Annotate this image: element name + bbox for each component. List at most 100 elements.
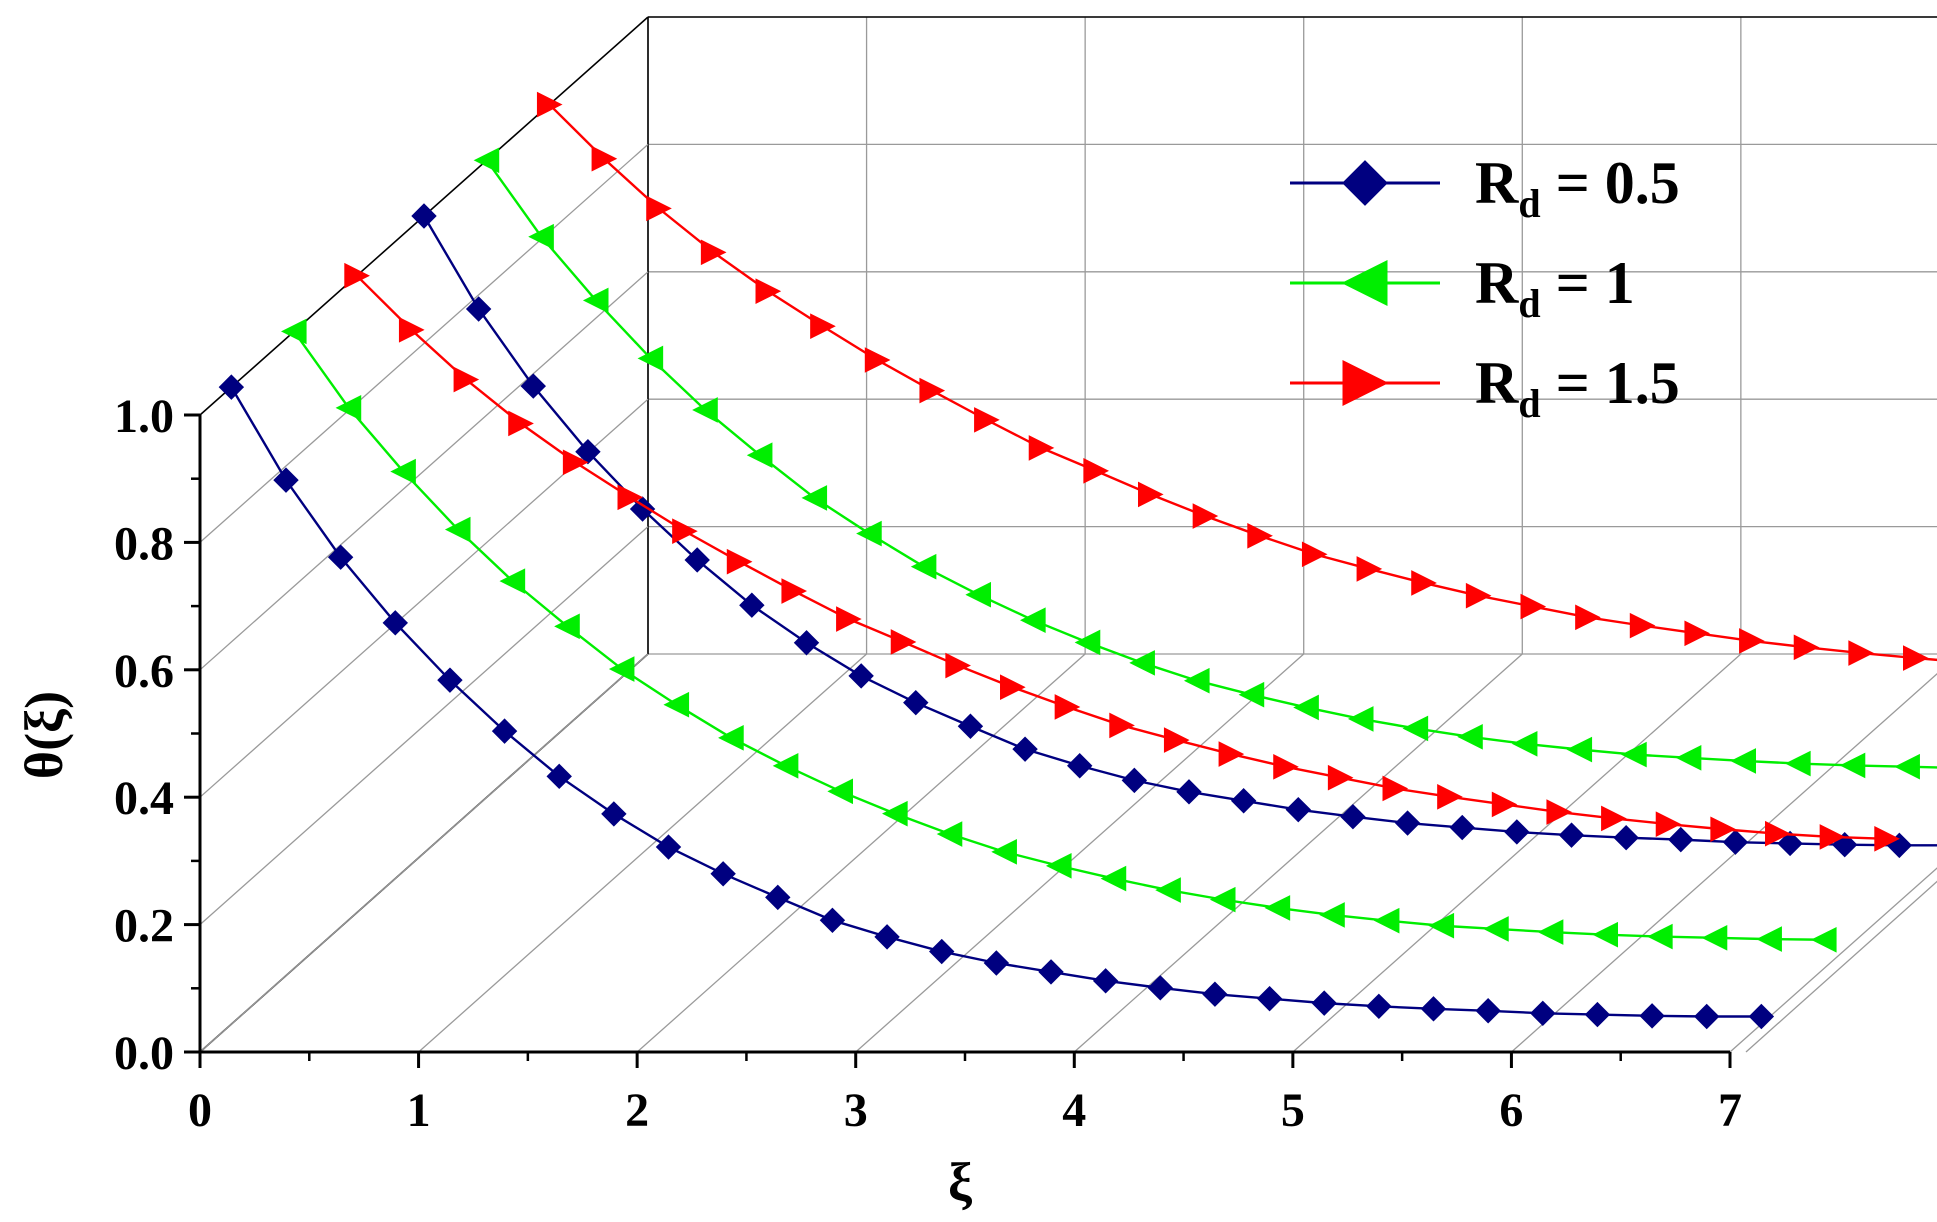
data-point: [655, 834, 682, 860]
data-point: [1647, 923, 1673, 950]
data-point: [601, 801, 627, 827]
data-point: [1020, 607, 1046, 634]
data-point: [1537, 919, 1564, 945]
data-point: [1202, 981, 1228, 1007]
data-point: [1491, 791, 1518, 818]
data-point: [793, 630, 820, 656]
data-point: [1247, 522, 1273, 549]
data-point: [1218, 741, 1245, 767]
data-point: [1183, 667, 1210, 694]
data-point: [1511, 730, 1538, 757]
data-point: [1382, 775, 1409, 802]
data-point: [827, 778, 854, 805]
data-point: [864, 347, 891, 373]
data-point: [453, 366, 480, 393]
data-point: [801, 485, 828, 511]
data-point: [1739, 628, 1765, 654]
series-1: [473, 147, 1937, 780]
data-point: [1819, 824, 1846, 850]
data-point: [1394, 810, 1421, 836]
data-point: [1601, 805, 1627, 832]
data-point: [1147, 975, 1173, 1001]
data-point: [1347, 706, 1374, 732]
legend-item: Rd = 1: [1290, 250, 1635, 326]
data-point: [710, 861, 736, 887]
data-point: [1356, 556, 1383, 582]
data-point: [1457, 723, 1483, 750]
data-point: [810, 313, 836, 340]
series-line: [230, 386, 1762, 1018]
data-point: [473, 147, 500, 174]
data-point: [1483, 916, 1509, 942]
data-point: [718, 725, 744, 751]
data-point: [1109, 712, 1135, 739]
data-point: [1238, 681, 1265, 708]
data-point: [1710, 816, 1736, 843]
data-point: [335, 395, 362, 421]
data-point: [1566, 736, 1593, 763]
data-point: [1894, 753, 1920, 780]
data-point: [1256, 985, 1283, 1012]
y-tick-label: 0.2: [114, 900, 174, 953]
x-tick-label: 1: [407, 1084, 431, 1137]
data-point: [1639, 1003, 1665, 1029]
data-point: [1028, 435, 1055, 461]
data-point: [1903, 645, 1929, 671]
series-0: [218, 374, 1775, 1030]
data-point: [765, 884, 791, 911]
x-tick-label: 2: [625, 1084, 649, 1137]
data-point: [1437, 783, 1463, 810]
data-point: [1584, 1001, 1611, 1028]
data-point: [1449, 814, 1475, 841]
data-point: [1675, 744, 1702, 771]
data-point: [1465, 582, 1492, 609]
data-point: [1121, 767, 1148, 794]
data-point: [1138, 481, 1164, 508]
data-point: [936, 821, 963, 847]
data-point: [836, 606, 862, 632]
data-point: [874, 924, 900, 950]
x-tick-label: 7: [1718, 1084, 1742, 1137]
data-point: [919, 377, 946, 404]
data-point: [1000, 674, 1026, 701]
x-tick-label: 6: [1499, 1084, 1523, 1137]
data-point: [739, 592, 765, 618]
data-point: [965, 581, 992, 608]
data-point: [848, 663, 874, 689]
data-point: [1273, 754, 1299, 780]
data-point: [508, 410, 534, 437]
data-point: [344, 262, 370, 289]
legend-label: Rd = 1.5: [1475, 350, 1680, 426]
data-point: [1730, 748, 1757, 774]
data-point: [1327, 764, 1354, 791]
data-point: [819, 907, 846, 934]
x-tick-label: 3: [844, 1084, 868, 1137]
data-point: [1311, 990, 1337, 1016]
series-1: [280, 318, 1837, 953]
data-point: [1793, 634, 1820, 661]
floor-depth-line: [1729, 867, 1937, 1053]
side-depth-line: [199, 653, 649, 1053]
data-point: [1366, 993, 1392, 1020]
data-point: [1558, 822, 1585, 848]
data-point: [1209, 886, 1236, 913]
data-point: [1012, 736, 1038, 762]
data-point: [1874, 825, 1900, 852]
data-point: [465, 296, 492, 322]
data-point: [1163, 727, 1190, 753]
floor-depth-line: [418, 653, 868, 1053]
data-point: [929, 938, 955, 965]
y-tick-label: 0.0: [114, 1027, 174, 1080]
data-point: [1230, 788, 1257, 814]
data-point: [1067, 753, 1093, 779]
data-point: [575, 438, 601, 465]
data-point: [672, 518, 698, 544]
data-point: [536, 91, 563, 118]
legend-item: Rd = 0.5: [1290, 150, 1680, 226]
y-tick-label: 0.6: [114, 645, 174, 698]
data-point: [1129, 650, 1155, 676]
data-point: [1054, 694, 1081, 720]
data-point: [726, 548, 753, 575]
data-point: [546, 763, 572, 790]
